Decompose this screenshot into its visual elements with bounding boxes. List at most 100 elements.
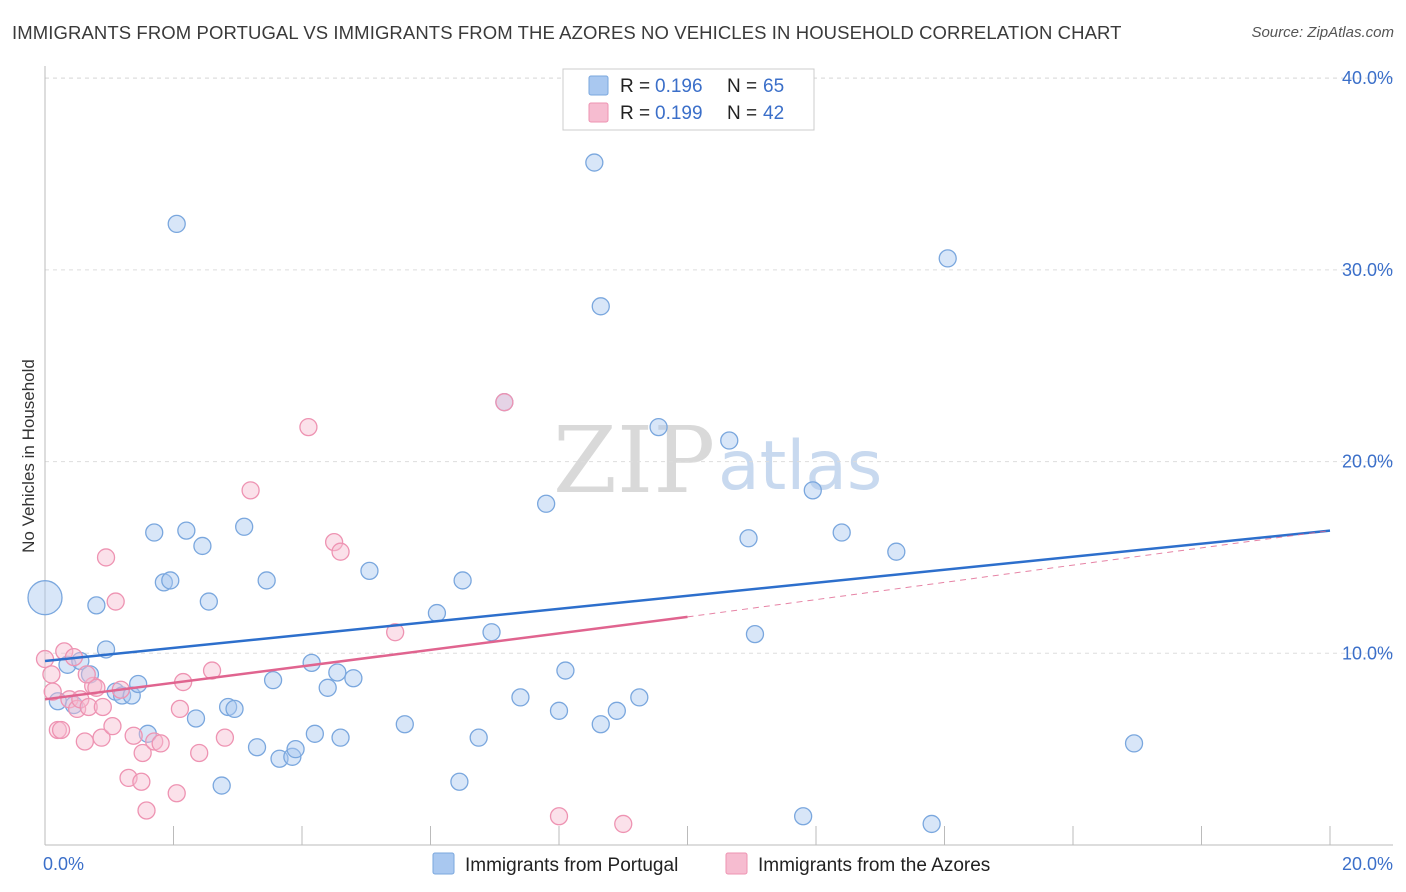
portugal-point [1124,734,1144,753]
y-tick-label: 30.0% [1342,260,1393,280]
portugal-point [199,592,218,611]
azores-point [145,732,164,751]
portugal-point [591,715,610,734]
portugal-point [395,715,414,734]
portugal-point [938,249,957,268]
portugal-point [556,661,575,680]
watermark-atlas: atlas [718,427,882,506]
azores-point [77,665,96,684]
y-tick-label: 10.0% [1342,643,1393,663]
azores-point [75,732,94,751]
watermark: ZIP atlas [553,407,882,514]
azores-point [124,726,143,745]
portugal-trend-line [44,529,1331,663]
azores-point [190,743,209,763]
legend-swatch-portugal [588,75,609,96]
y-axis-title: No Vehicles in Household [19,359,38,553]
y-tick-label: 40.0% [1342,68,1393,88]
series-legend-label-azores: Immigrants from the Azores [758,855,990,876]
portugal-point [286,740,305,759]
portugal-point [720,431,739,450]
portugal-point [453,571,472,590]
azores-point [167,784,186,803]
azores-point [132,772,151,791]
portugal-point [922,814,941,834]
portugal-point [225,699,244,719]
portugal-point [331,728,350,747]
azores-point [84,676,103,696]
portugal-point [235,517,254,536]
portugal-point [218,697,238,717]
azores-point [43,682,62,701]
azores-point [51,720,71,740]
legend-n-label: N = [727,76,757,97]
legend-n-value: 65 [763,76,784,97]
azores-point [299,417,318,437]
azores-point [549,807,569,826]
azores-point [103,716,122,736]
legend-r-label: R = [620,76,650,97]
azores-point [35,649,55,669]
azores-point [386,623,405,642]
azores-point [96,548,116,567]
portugal-point [186,709,206,728]
azores-point [133,743,152,763]
portugal-point [427,603,447,623]
portugal-point [193,536,212,556]
azores-point [331,542,350,561]
series-legend-swatch-portugal [432,852,455,875]
portugal-point [803,481,822,500]
azores-point [215,728,235,747]
portugal-point [328,663,347,682]
portugal-point [344,669,363,688]
portugal-point [585,153,604,172]
azores-trend-line [44,615,688,701]
legend-swatch-azores [588,102,609,123]
y-axis-tick-labels: 10.0% 20.0% 30.0% 40.0% [1342,68,1393,663]
portugal-point [145,523,164,542]
gridlines [45,77,1393,654]
watermark-zip: ZIP [553,407,715,514]
x-tick-label: 20.0% [1342,854,1393,874]
azores-point [170,699,190,719]
portugal-point [630,688,649,707]
portugal-point [129,674,148,694]
portugal-point [212,776,231,795]
portugal-point [887,542,906,561]
legend-r-value: 0.199 [655,103,703,124]
legend-r-value: 0.196 [655,76,703,97]
azores-point [241,481,260,500]
portugal-point [511,688,530,707]
series-legend: Immigrants from Portugal Immigrants from… [432,852,990,876]
portugal-point [257,571,276,590]
portugal-point [177,521,196,540]
portugal-point [794,807,813,826]
portugal-point [739,529,758,548]
portugal-point [161,571,180,590]
portugal-point [318,678,337,697]
azores-point [106,592,125,611]
portugal-point [263,670,283,690]
portugal-point [469,728,488,747]
azores-point [137,801,156,820]
azores-point [93,697,112,717]
portugal-point [450,772,469,791]
chart-title: IMMIGRANTS FROM PORTUGAL VS IMMIGRANTS F… [12,22,1122,43]
azores-point [92,728,111,747]
azores-point [324,532,344,552]
portugal-point [549,701,569,720]
azores-point [495,393,514,412]
portugal-point [482,623,501,642]
portugal-point [649,417,668,437]
data-points [27,153,1144,834]
portugal-point [305,724,325,743]
y-tick-label: 20.0% [1342,452,1393,472]
azores-point [614,814,633,834]
x-axis-tick-labels: 0.0% 20.0% [43,854,1393,874]
portugal-point [360,561,379,581]
portugal-point [832,523,851,542]
series-legend-swatch-azores [725,852,748,875]
portugal-point [154,573,174,592]
portugal-point [745,624,765,644]
portugal-point [167,214,186,234]
